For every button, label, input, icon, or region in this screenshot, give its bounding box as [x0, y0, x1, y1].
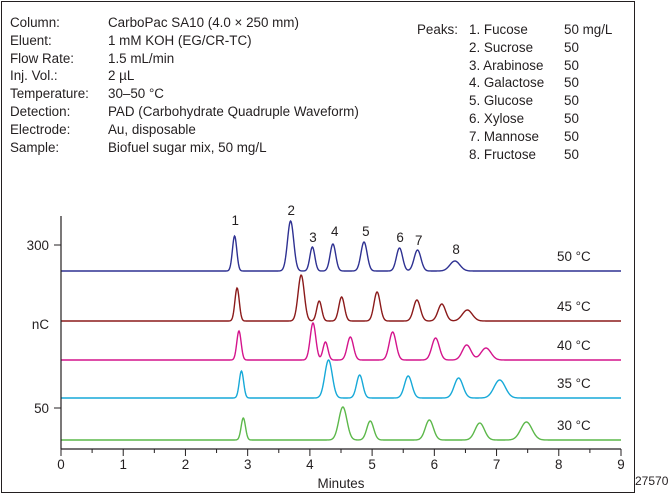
peak-name: 2. Sucrose [469, 39, 534, 55]
condition-value: 1 mM KOH (EG/CR-TC) [108, 32, 252, 48]
peak-concentration: 50 [564, 146, 579, 162]
peak-number-label: 7 [415, 233, 422, 248]
peak-name: 7. Mannose [469, 128, 539, 144]
peak-name: 6. Xylose [469, 111, 525, 126]
frame-border [1, 1, 635, 493]
condition-label: Sample: [10, 139, 60, 155]
peak-concentration: 50 [564, 93, 579, 109]
peak-name: 3. Arabinose [469, 57, 544, 73]
trace-2 [61, 274, 621, 322]
y-tick-label: 50 [34, 401, 49, 416]
peak-number-label: 1 [231, 213, 238, 228]
y-tick-label: 300 [27, 238, 49, 253]
trace-label: 50 °C [557, 249, 591, 264]
condition-label: Inj. Vol.: [10, 68, 58, 84]
trace-label: 30 °C [557, 418, 591, 433]
x-tick-label: 6 [431, 457, 438, 472]
condition-label: Electrode: [10, 121, 71, 137]
x-tick-label: 0 [57, 457, 64, 472]
condition-value: 2 µL [108, 68, 135, 84]
condition-label: Temperature: [10, 86, 89, 102]
condition-label: Column: [10, 15, 60, 30]
trace-5 [61, 406, 621, 441]
figure-id: 27570 [635, 474, 669, 488]
peak-number-label: 8 [452, 242, 459, 257]
condition-value: Au, disposable [108, 121, 196, 137]
peaks-title: Peaks: [417, 22, 458, 37]
condition-label: Eluent: [10, 32, 52, 48]
condition-value: PAD (Carbohydrate Quadruple Waveform) [108, 104, 359, 119]
condition-label: Detection: [10, 104, 71, 119]
x-tick-label: 4 [306, 457, 314, 472]
peak-concentration: 50 [564, 128, 579, 144]
condition-value: 1.5 mL/min [108, 50, 175, 66]
condition-value: Biofuel sugar mix, 50 mg/L [108, 139, 267, 155]
peak-name: 5. Glucose [469, 93, 534, 109]
peak-concentration: 50 [564, 75, 579, 91]
trace-3 [61, 321, 621, 361]
peak-number-label: 5 [362, 224, 369, 239]
peak-number-label: 4 [331, 224, 339, 239]
x-tick-label: 7 [493, 457, 500, 472]
condition-label: Flow Rate: [10, 50, 74, 66]
peak-number-label: 2 [287, 203, 294, 218]
peak-concentration: 50 [564, 57, 579, 73]
x-tick-label: 3 [244, 457, 251, 472]
peak-number-label: 6 [396, 230, 403, 245]
peak-name: 8. Fructose [469, 146, 536, 162]
peak-name: 1. Fucose [469, 22, 528, 37]
y-axis-title: nC [32, 317, 49, 332]
trace-label: 40 °C [557, 338, 591, 353]
condition-value: CarboPac SA10 (4.0 × 250 mm) [108, 15, 299, 30]
trace-label: 35 °C [557, 376, 591, 391]
peak-concentration: 50 [564, 39, 579, 55]
trace-1 [61, 219, 621, 272]
trace-4 [61, 359, 621, 399]
x-tick-label: 5 [368, 457, 375, 472]
trace-label: 45 °C [557, 299, 591, 314]
x-axis-title: Minutes [318, 476, 365, 491]
peak-concentration: 50 [564, 111, 579, 126]
x-tick-label: 2 [182, 457, 189, 472]
peak-number-label: 3 [309, 230, 316, 245]
peak-name: 4. Galactose [469, 75, 545, 91]
peak-concentration: 50 mg/L [564, 22, 613, 37]
condition-value: 30–50 °C [108, 86, 164, 102]
x-tick-label: 8 [555, 457, 562, 472]
x-tick-label: 9 [617, 457, 624, 472]
x-tick-label: 1 [119, 457, 126, 472]
